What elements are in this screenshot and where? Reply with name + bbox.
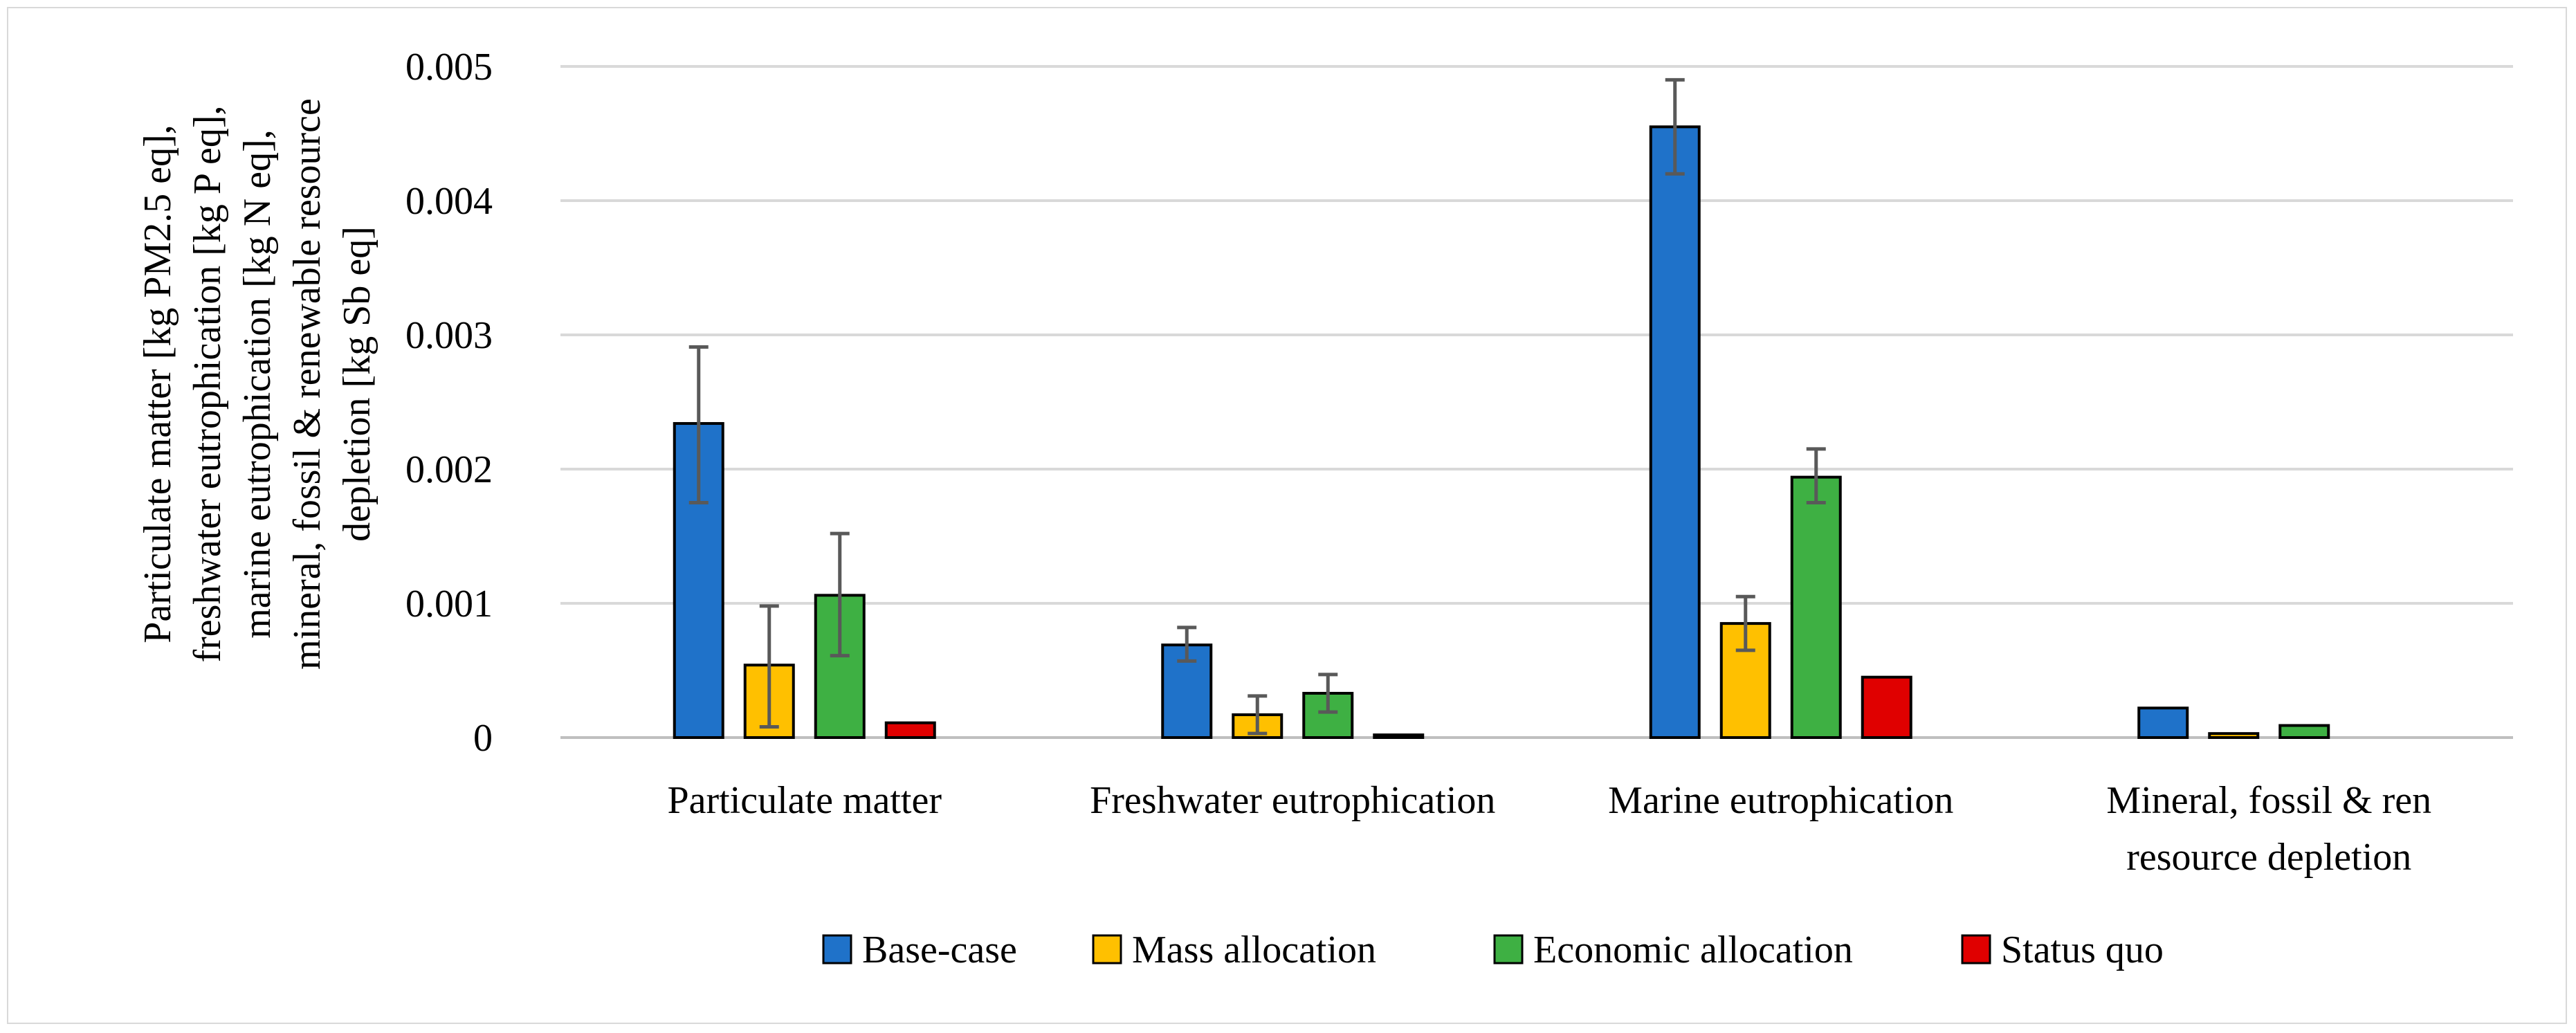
bar (1649, 125, 1701, 740)
error-bar (759, 604, 779, 729)
legend-swatch (1493, 934, 1524, 965)
bar (1719, 622, 1771, 739)
legend-label: Mass allocation (1132, 929, 1376, 971)
bar (884, 721, 936, 740)
x-tick-label: resource depletion (2126, 836, 2411, 879)
legend-swatch (1092, 934, 1122, 965)
legend-swatch (822, 934, 852, 965)
y-tick-label: 0.001 (405, 583, 493, 625)
y-tick-label: 0.005 (405, 46, 493, 89)
y-axis-label: Particulate matter [kg PM2.5 eq], freshw… (112, 3, 403, 765)
error-bar (688, 345, 709, 504)
x-tick-label: Particulate matter (668, 779, 942, 822)
legend-swatch (1961, 934, 1991, 965)
error-bar (1318, 673, 1338, 714)
x-tick-label: Marine eutrophication (1608, 779, 1953, 822)
error-bar (1248, 694, 1268, 735)
error-bar (1665, 77, 1685, 176)
legend-item: Mass allocation (1092, 929, 1376, 971)
legend-label: Status quo (2001, 929, 2164, 971)
legend-item: Base-case (822, 929, 1017, 971)
legend-item: Economic allocation (1493, 929, 1853, 971)
y-axis-label-line: freshwater eutrophication [kg P eq], (186, 105, 229, 663)
chart-frame (7, 7, 2567, 1024)
y-axis-label-line: marine eutrophication [kg N eq], (236, 129, 279, 639)
y-axis-label-line: depletion [kg Sb eq] (336, 226, 378, 542)
error-bar (830, 531, 850, 658)
error-bar (1735, 594, 1755, 652)
y-tick-label: 0 (473, 717, 493, 760)
y-axis-label-line: Particulate matter [kg PM2.5 eq], (136, 125, 179, 643)
y-axis-label-line: mineral, fossil & renewable resource (286, 98, 329, 670)
y-tick-label: 0.004 (405, 180, 493, 223)
y-tick-label: 0.003 (405, 314, 493, 357)
x-tick-label: Freshwater eutrophication (1090, 779, 1495, 822)
bar (2278, 724, 2330, 740)
bar (2208, 732, 2260, 740)
legend-label: Base-case (862, 929, 1017, 971)
bar (1373, 733, 1425, 739)
bar (1790, 475, 1842, 739)
legend-item: Status quo (1961, 929, 2164, 971)
y-tick-label: 0.002 (405, 448, 493, 491)
error-bar (1806, 447, 1826, 504)
bar (2137, 706, 2189, 740)
x-tick-label: Mineral, fossil & ren (2106, 779, 2431, 822)
error-bar (1177, 625, 1197, 663)
legend-label: Economic allocation (1533, 929, 1853, 971)
bar (1861, 675, 1912, 740)
